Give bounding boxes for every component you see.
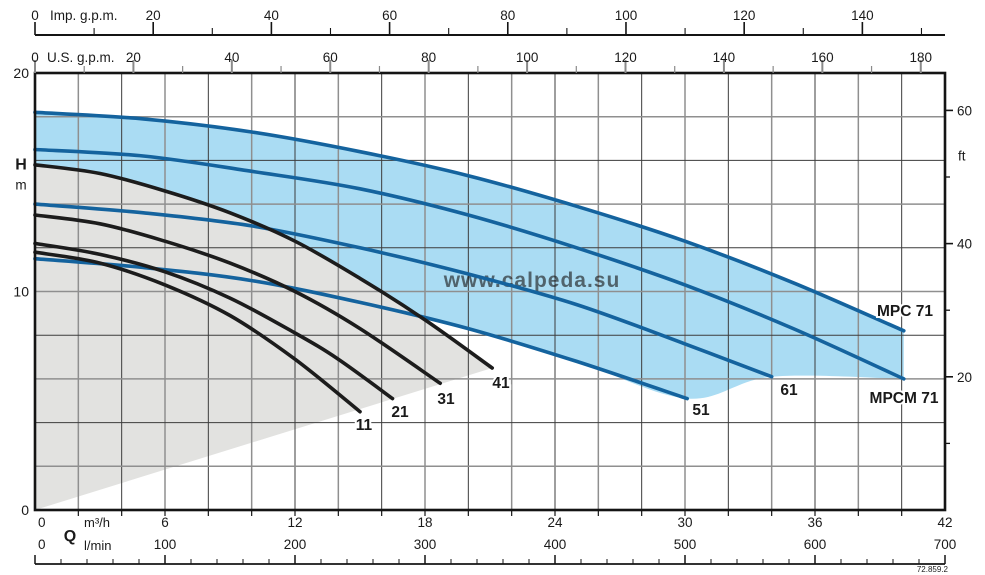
curve-label-mpc71: MPC 71 [877,303,933,320]
lmin-tick-label: 600 [804,537,827,552]
curve-label-61: 61 [780,382,798,399]
curve-mpc71 [33,110,906,333]
lmin-zero: 0 [38,537,46,552]
m3h-tick-label: 30 [677,515,692,530]
m3h-tick-label: 6 [161,515,169,530]
curve-label-mpcm71: MPCM 71 [870,390,939,407]
doc-number: 72.859.2 [917,565,949,574]
h-axis-tick-label: 0 [21,502,29,518]
watermark-text: www.calpeda.su [443,269,621,292]
m3h-tick-label: 24 [547,515,563,530]
curve-label-11: 11 [356,417,373,434]
us-gpm-tick-label: 180 [910,50,933,65]
us-gpm-tick-label: 60 [323,50,338,65]
curve-41 [33,163,494,370]
imp-gpm-tick-label: 40 [264,8,279,23]
lmin-tick-label: 200 [284,537,307,552]
ft-axis-tick-label: 20 [957,370,972,385]
h-axis-title: H [15,156,27,173]
m3h-tick-label: 42 [937,515,952,530]
curve-11 [33,250,362,414]
imp-gpm-tick-label: 140 [851,8,874,23]
h-axis-tick-label: 10 [13,284,29,300]
curve-label-21: 21 [391,404,409,421]
us-gpm-zero: 0 [31,50,39,65]
curve-mpcm71 [33,147,906,381]
q-axis-title: Q [64,528,76,545]
us-gpm-tick-label: 100 [516,50,539,65]
grid-layer [35,73,945,510]
q-axis-unit-m3h: m³/h [84,515,110,530]
lmin-tick-label: 100 [154,537,177,552]
imp-gpm-tick-label: 60 [382,8,397,23]
lmin-tick-label: 400 [544,537,567,552]
h-axis-unit: m [15,177,26,192]
curve-51 [33,256,689,401]
imp-gpm-tick-label: 100 [615,8,638,23]
us-gpm-tick-label: 160 [811,50,834,65]
ft-axis-title: ft [958,148,966,163]
q-axis-unit-lmin: l/min [84,538,111,553]
imp-gpm-tick-label: 80 [500,8,515,23]
us-gpm-tick-label: 120 [614,50,637,65]
ft-axis-tick-label: 40 [957,237,972,252]
imp-gpm-zero: 0 [31,8,39,23]
lmin-tick-label: 700 [934,537,957,552]
imp-gpm-tick-label: 120 [733,8,756,23]
imp-gpm-tick-label: 20 [146,8,161,23]
ft-axis-tick-label: 60 [957,103,972,118]
curve-label-31: 31 [437,391,455,408]
us-gpm-axis-title: U.S. g.p.m. [47,50,115,65]
m3h-tick-label: 36 [807,515,822,530]
h-axis-tick-label: 20 [13,65,29,81]
us-gpm-tick-label: 140 [713,50,736,65]
m3h-zero: 0 [38,515,46,530]
m3h-tick-label: 12 [287,515,302,530]
curve-31 [33,213,442,386]
m3h-tick-label: 18 [417,515,432,530]
curve-21 [33,241,395,401]
curve-label-51: 51 [692,402,710,419]
us-gpm-tick-label: 80 [421,50,436,65]
imp-gpm-axis-title: Imp. g.p.m. [50,8,118,23]
lmin-tick-label: 500 [674,537,697,552]
curve-label-41: 41 [492,375,510,392]
us-gpm-tick-label: 20 [126,50,141,65]
lmin-tick-label: 300 [414,537,437,552]
plot-border [33,71,947,512]
curve-61 [33,202,774,379]
us-gpm-tick-label: 40 [224,50,239,65]
